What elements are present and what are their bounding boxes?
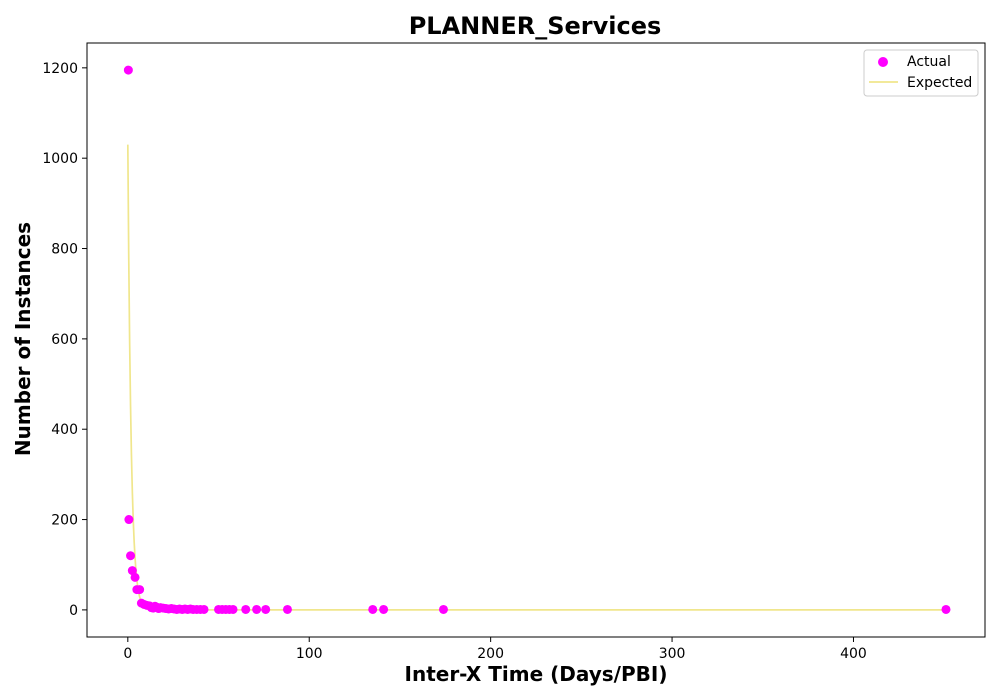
legend-actual-label: Actual: [907, 54, 951, 70]
actual-point: [126, 551, 136, 561]
x-tick-label: 300: [659, 646, 686, 662]
x-tick-label: 200: [477, 646, 504, 662]
actual-point: [124, 515, 134, 525]
y-axis: 0 200 400 600 800 1000 1200: [42, 61, 87, 619]
y-tick-label: 800: [51, 242, 78, 258]
y-tick-label: 1200: [42, 61, 78, 77]
y-tick-label: 1000: [42, 151, 78, 167]
chart-title: PLANNER_Services: [409, 12, 662, 40]
actual-point: [282, 604, 292, 614]
actual-point: [199, 604, 209, 614]
plot-area: 0 100 200 300 400 0 200 400 600 800 1000 1200: [42, 42, 986, 662]
actual-point: [130, 572, 140, 582]
actual-points: [123, 65, 951, 614]
x-axis: 0 100 200 300 400: [123, 637, 867, 662]
legend-actual-marker: [878, 57, 888, 67]
y-tick-label: 400: [51, 422, 78, 438]
legend-box: [863, 49, 979, 97]
x-tick-label: 0: [123, 646, 132, 662]
actual-point: [438, 604, 448, 614]
actual-point: [135, 585, 145, 595]
actual-point: [127, 566, 137, 576]
actual-point: [252, 604, 262, 614]
plot-frame: [86, 42, 986, 638]
x-tick-label: 100: [296, 646, 323, 662]
actual-point: [228, 604, 238, 614]
y-tick-label: 0: [69, 603, 78, 619]
y-tick-label: 200: [51, 513, 78, 529]
legend: Actual Expected: [863, 49, 979, 97]
x-tick-label: 400: [840, 646, 867, 662]
legend-expected-label: Expected: [907, 75, 972, 91]
data-layer: [123, 65, 951, 614]
actual-point: [123, 65, 133, 75]
actual-point: [261, 604, 271, 614]
actual-point: [379, 604, 389, 614]
y-axis-label: Number of Instances: [11, 222, 35, 456]
actual-point: [241, 604, 251, 614]
actual-point: [941, 604, 951, 614]
x-axis-label: Inter-X Time (Days/PBI): [405, 662, 668, 686]
actual-point: [368, 604, 378, 614]
y-tick-label: 600: [51, 332, 78, 348]
